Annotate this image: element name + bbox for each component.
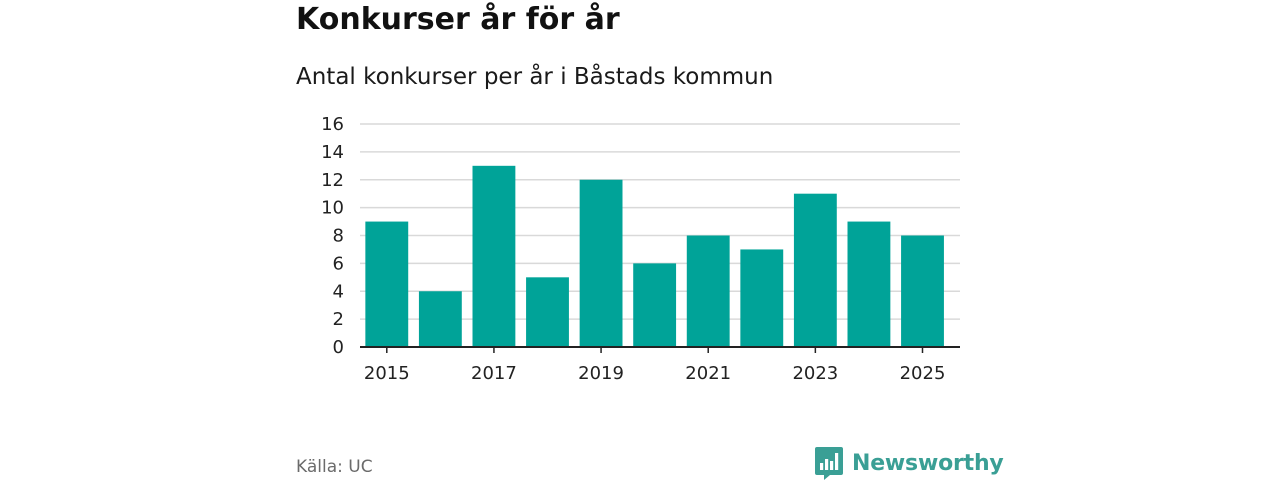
newsworthy-logo-icon [815, 447, 843, 480]
brand-logo[interactable]: Newsworthy [814, 446, 1004, 480]
chart-title: Konkurser år för år [296, 2, 620, 37]
y-tick-label: 8 [333, 226, 344, 247]
x-tick-label: 2019 [578, 363, 624, 384]
x-axis-ticks: 2015 2017 2019 2021 2023 2025 [364, 347, 946, 384]
bar-2023 [793, 193, 837, 347]
bar-2024 [847, 221, 891, 347]
chart-subtitle: Antal konkurser per år i Båstads kommun [296, 64, 774, 90]
brand-name: Newsworthy [852, 450, 1004, 476]
y-tick-label: 10 [321, 198, 344, 219]
x-tick-label: 2015 [364, 363, 410, 384]
y-tick-label: 16 [321, 114, 344, 135]
bar-2020 [633, 263, 677, 347]
y-tick-label: 14 [321, 142, 344, 163]
y-tick-label: 6 [333, 253, 344, 274]
x-tick-label: 2025 [900, 363, 946, 384]
x-tick-label: 2021 [685, 363, 731, 384]
bar-2018 [526, 277, 569, 347]
y-tick-label: 2 [333, 309, 344, 330]
source-note: Källa: UC [296, 457, 373, 477]
bars [365, 165, 944, 347]
x-tick-label: 2023 [792, 363, 838, 384]
y-tick-label: 0 [333, 337, 344, 358]
bar-2016 [418, 291, 462, 347]
bar-2015 [365, 221, 409, 347]
bar-2022 [740, 249, 784, 347]
bar-2017 [472, 165, 516, 347]
y-tick-label: 4 [333, 281, 344, 302]
bar-2019 [579, 179, 623, 347]
bar-2021 [686, 235, 730, 347]
y-axis-ticks: 0 2 4 6 8 10 12 14 16 [321, 114, 344, 358]
x-tick-label: 2017 [471, 363, 517, 384]
bar-2025 [901, 235, 944, 347]
y-tick-label: 12 [321, 170, 344, 191]
